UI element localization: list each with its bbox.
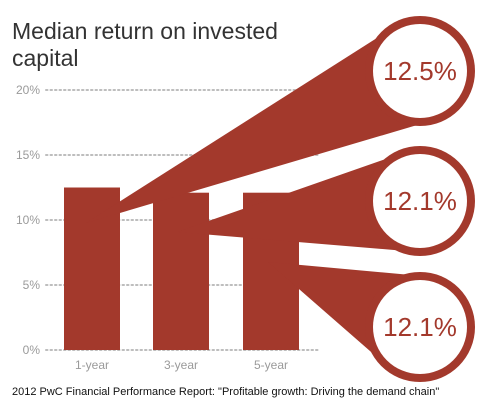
y-tick-label: 5%: [23, 278, 41, 292]
chart-title: Median return on invested capital: [12, 18, 278, 71]
chart-title-line-1: Median return on invested: [12, 18, 278, 44]
y-tick-label: 20%: [16, 83, 40, 97]
callout-value-label: 12.5%: [383, 56, 457, 86]
source-note: 2012 PwC Financial Performance Report: "…: [12, 386, 439, 398]
value-callouts: 12.5% 12.1% 12.1%: [86, 16, 475, 382]
callout-value-label: 12.1%: [383, 312, 457, 342]
x-tick-labels: 1-year 3-year 5-year: [75, 358, 288, 372]
callout: 12.1%: [177, 146, 475, 256]
callout-pointer: [86, 27, 435, 223]
chart-title-line-2: capital: [12, 45, 78, 71]
callout-bubble: [373, 154, 467, 248]
callout: 12.5%: [86, 16, 475, 223]
y-tick-label: 0%: [23, 343, 41, 357]
y-tick-label: 15%: [16, 148, 40, 162]
bar-3-year: [153, 192, 209, 350]
callout: 12.1%: [268, 262, 475, 382]
callout-bubble: [373, 280, 467, 374]
x-tick-label: 1-year: [75, 358, 109, 372]
callout-pointer: [177, 152, 420, 252]
callout-bubble: [373, 24, 467, 118]
y-tick-labels: 0% 5% 10% 15% 20%: [16, 83, 40, 357]
callout-value-label: 12.1%: [383, 186, 457, 216]
x-tick-label: 5-year: [254, 358, 288, 372]
y-tick-label: 10%: [16, 213, 40, 227]
x-tick-label: 3-year: [164, 358, 198, 372]
